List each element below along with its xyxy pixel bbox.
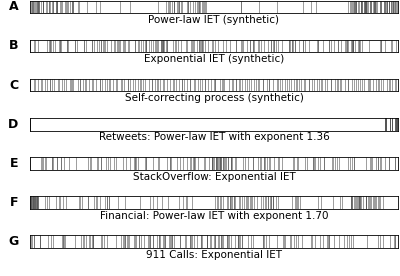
Text: Retweets: Power-law IET with exponent 1.36: Retweets: Power-law IET with exponent 1.… <box>99 132 329 142</box>
Text: F: F <box>10 196 18 209</box>
Text: G: G <box>8 235 18 248</box>
Text: StackOverflow: Exponential IET: StackOverflow: Exponential IET <box>133 172 295 182</box>
Text: Exponential IET (synthetic): Exponential IET (synthetic) <box>144 54 284 64</box>
Text: B: B <box>9 39 18 52</box>
Text: 911 Calls: Exponential IET: 911 Calls: Exponential IET <box>146 250 282 260</box>
Text: C: C <box>9 79 18 92</box>
Text: Financial: Power-law IET with exponent 1.70: Financial: Power-law IET with exponent 1… <box>100 211 328 221</box>
Text: E: E <box>10 157 18 170</box>
Text: A: A <box>8 0 18 13</box>
Text: Power-law IET (synthetic): Power-law IET (synthetic) <box>148 15 280 25</box>
Text: D: D <box>8 118 18 131</box>
Text: Self-correcting process (synthetic): Self-correcting process (synthetic) <box>124 93 304 103</box>
